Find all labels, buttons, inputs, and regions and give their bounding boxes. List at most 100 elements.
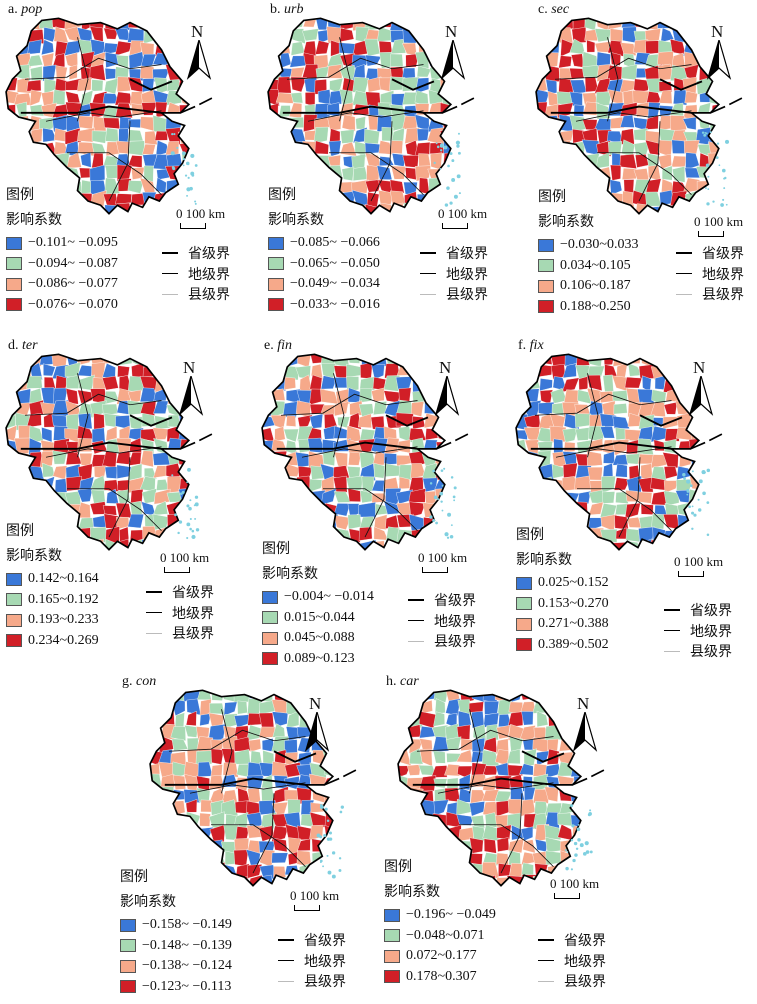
county-region (245, 849, 261, 868)
choropleth-map (5, 17, 213, 215)
county-region (297, 414, 313, 431)
county-region (398, 799, 410, 814)
island (456, 174, 461, 179)
county-region (334, 864, 348, 880)
county-region (150, 851, 162, 868)
county-region (615, 463, 628, 478)
county-region (534, 690, 549, 702)
island (449, 535, 454, 539)
boundary-legend: 省级界 地级界 县级界 (664, 600, 757, 662)
county-region (653, 354, 668, 368)
county-region (448, 426, 463, 442)
county-region (584, 29, 598, 41)
county-region (536, 51, 549, 67)
prefecture-boundaries (24, 37, 162, 202)
county-region (287, 690, 301, 704)
legend-swatch (262, 590, 278, 604)
island (686, 479, 691, 484)
scale-bar: 0 100 km (176, 206, 256, 236)
legend-item: 0.089~0.123 (262, 649, 422, 670)
county-region (26, 375, 43, 389)
county-region (286, 710, 300, 729)
boundary-label: 省级界 (188, 246, 230, 263)
county-region (341, 166, 355, 181)
county-region (262, 354, 273, 366)
island (324, 807, 328, 811)
county-region (498, 863, 512, 877)
county-region (262, 475, 273, 490)
map-panel-g: g. con N 0 100 km 图例 影响系数 −0.158~ −0.149 −0.14… (118, 674, 368, 1004)
legend-item-label: −0.004~ −0.014 (284, 589, 374, 605)
legend-swatch (120, 939, 136, 953)
county-region (6, 152, 16, 168)
county-region (197, 837, 211, 854)
county-region (700, 477, 716, 493)
county-region (721, 115, 737, 130)
county-region (662, 452, 679, 469)
county-region (77, 389, 95, 406)
county-region (153, 488, 171, 505)
county-region (41, 52, 55, 67)
county-region (645, 178, 662, 195)
county-region (339, 702, 351, 713)
county-region (721, 92, 736, 105)
county-region (578, 376, 588, 391)
island (187, 176, 190, 179)
county-region (310, 875, 325, 886)
legend-item-label: 0.234~0.269 (28, 632, 99, 648)
county-region (713, 442, 724, 454)
boundary-line-sample (664, 650, 680, 652)
island (457, 132, 460, 135)
county-region (6, 362, 18, 379)
county-region (15, 165, 32, 182)
county-region (41, 39, 54, 56)
sea-boundary (572, 769, 605, 786)
county-region (181, 115, 189, 131)
panel-letter: a. (8, 2, 22, 17)
island (444, 203, 449, 207)
legend-item-label: −0.065~ −0.050 (290, 255, 380, 271)
county-region (359, 376, 375, 392)
island (456, 144, 460, 148)
legend-swatch (6, 257, 22, 271)
island (724, 176, 727, 180)
boundary-line-sample (408, 640, 424, 642)
county-region (587, 466, 603, 481)
scale-label: 0 100 km (550, 876, 600, 891)
island (186, 522, 191, 527)
legend-subtitle: 影响系数 (384, 884, 440, 900)
county-region (208, 712, 225, 727)
county-region (469, 837, 484, 854)
island (331, 851, 336, 855)
boundary-label: 地级界 (690, 623, 732, 640)
county-region (440, 179, 451, 192)
north-label: N (191, 22, 204, 41)
legend-item: 0.034~0.105 (538, 256, 698, 277)
island (174, 513, 177, 517)
island (432, 469, 435, 473)
county-region (612, 390, 628, 402)
county-region (543, 141, 561, 157)
boundary-legend-item: 省级界 (278, 930, 378, 951)
county-region (6, 130, 19, 143)
island (453, 499, 456, 502)
county-region (268, 115, 278, 131)
island (340, 805, 344, 809)
scale-label: 0 100 km (674, 554, 724, 569)
county-region (296, 518, 311, 531)
county-region (268, 55, 279, 67)
legend-swatch (516, 597, 532, 611)
sea-boundary (324, 769, 357, 786)
county-region (398, 787, 408, 804)
county-region (598, 812, 606, 827)
legend: 图例 影响系数 −0.158~ −0.149 −0.148~ −0.139 −0.138… (120, 868, 280, 997)
panel-letter: e. (264, 338, 278, 353)
boundary-line-sample (420, 273, 436, 275)
sea-boundary (436, 433, 469, 450)
county-region (127, 129, 144, 142)
island (721, 168, 726, 173)
county-region (571, 53, 585, 68)
county-region (612, 415, 630, 429)
island (574, 853, 578, 857)
county-region (346, 475, 364, 493)
